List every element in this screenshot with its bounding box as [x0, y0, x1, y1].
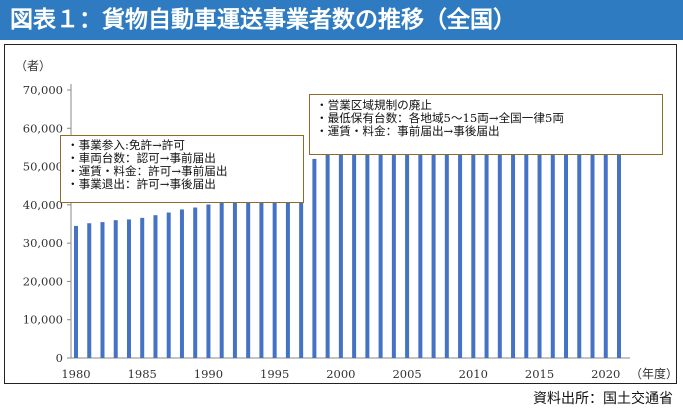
x-tick-label: 1990: [194, 367, 223, 381]
bar-2016: [550, 119, 555, 358]
bar-2000: [338, 146, 343, 358]
bar-2017: [564, 119, 569, 358]
x-tick-label: 2015: [525, 367, 554, 381]
bar-1991: [219, 201, 224, 358]
bar-2014: [524, 118, 529, 358]
bar-1983: [113, 220, 118, 358]
bar-1998: [312, 158, 317, 358]
bar-1996: [285, 171, 290, 358]
y-tick-label: 40,000: [23, 198, 63, 212]
source-note: 資料出所：国土交通省: [533, 391, 673, 407]
annotation-box-1990-reform: ・事業参入:免許→許可 ・車両台数：認可→事前届出 ・運賃・料金：許可→事前届出…: [60, 135, 304, 203]
bar-1986: [153, 215, 158, 358]
bar-1980: [74, 225, 78, 358]
y-axis-label: （者）: [15, 59, 51, 73]
bar-chart: （者） 0 10,000 20,000 30,000 40,000 50,000 60,000…: [15, 59, 676, 381]
bar-1992: [232, 196, 237, 358]
bar-1985: [140, 217, 145, 358]
annotation-line: ・最低保有台数：各地域5〜15両→全国一律5両: [316, 111, 564, 125]
y-tick-label: 0: [56, 351, 63, 365]
bar-2021: [617, 116, 621, 358]
y-tick-label: 20,000: [23, 274, 63, 288]
y-tick-label: 10,000: [23, 313, 63, 327]
y-tick-label: 60,000: [23, 121, 63, 135]
bar-1981: [87, 223, 92, 358]
bar-2012: [497, 117, 502, 359]
bar-2005: [405, 120, 410, 358]
x-axis-label: （年度）: [630, 366, 676, 381]
y-tick-label: 70,000: [23, 83, 63, 97]
bar-1994: [259, 185, 264, 358]
bar-1993: [246, 191, 251, 358]
bar-2018: [577, 120, 582, 358]
bar-2019: [590, 119, 595, 359]
x-tick-label: 1985: [128, 367, 157, 381]
bar-2003: [378, 128, 383, 358]
bar-1984: [126, 219, 131, 358]
y-tick-label: 30,000: [23, 236, 63, 250]
bar-1989: [193, 207, 198, 358]
x-tick-label: 2020: [591, 367, 620, 381]
bar-2007: [431, 116, 436, 358]
annotation-line: ・運賃・料金：事前届出→事後届出: [316, 124, 500, 138]
bar-2013: [511, 118, 516, 359]
bar-1997: [299, 166, 304, 358]
annotation-line: ・事業退出：許可→事後届出: [67, 177, 216, 191]
bar-2002: [365, 135, 370, 358]
bar-1999: [325, 152, 330, 358]
annotation-line: ・事業参入:免許→許可: [67, 138, 185, 152]
x-tick-label: 2010: [459, 367, 488, 381]
bar-2006: [418, 118, 423, 359]
title-bar: 図表１：貨物自動車運送事業者数の推移（全国）: [0, 0, 683, 40]
x-tick-label: 1980: [61, 367, 90, 381]
x-tick-label: 1995: [260, 367, 289, 381]
page-title: 図表１：貨物自動車運送事業者数の推移（全国）: [10, 7, 516, 33]
bar-1988: [179, 209, 184, 358]
x-tick-label: 2000: [326, 367, 355, 381]
bar-2001: [352, 140, 357, 358]
annotation-line: ・車両台数：認可→事前届出: [67, 151, 216, 165]
bar-1995: [272, 178, 277, 358]
annotation-line: ・営業区域規制の廃止: [316, 98, 432, 112]
chart-frame: （者） 0 10,000 20,000 30,000 40,000 50,000 60,000…: [4, 44, 677, 384]
bar-1990: [206, 204, 211, 358]
annotation-line: ・運賃・料金：許可→事前届出: [67, 164, 228, 178]
bar-2011: [484, 117, 489, 358]
y-tick-label: 50,000: [23, 160, 63, 174]
bar-1987: [166, 212, 171, 358]
bar-1982: [100, 222, 105, 358]
x-tick-label: 2005: [392, 367, 421, 381]
bar-2015: [537, 119, 542, 358]
bar-2004: [391, 124, 396, 358]
annotation-box-2003-reform: ・営業区域規制の廃止 ・最低保有台数：各地域5〜15両→全国一律5両 ・運賃・料…: [309, 94, 663, 155]
bar-2008: [444, 117, 449, 358]
bar-2010: [471, 117, 476, 358]
bar-2020: [603, 118, 608, 359]
bar-2009: [458, 117, 463, 358]
